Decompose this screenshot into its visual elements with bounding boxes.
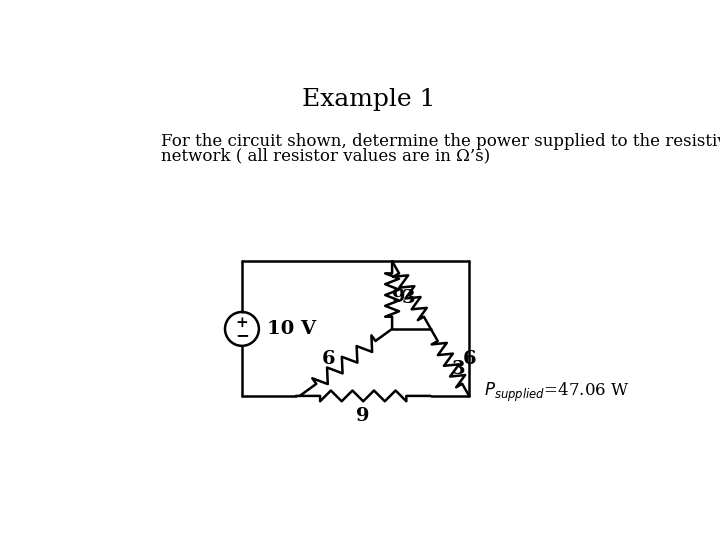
Text: 3: 3 [451,360,465,377]
Text: 6: 6 [322,350,335,368]
Text: 6: 6 [462,350,476,368]
Text: network ( all resistor values are in Ω’s): network ( all resistor values are in Ω’s… [161,147,490,164]
Text: Example 1: Example 1 [302,88,436,111]
Text: +: + [235,316,248,330]
Text: −: − [235,327,249,345]
Text: $P_{supplied}$=47.06 W: $P_{supplied}$=47.06 W [485,381,630,404]
Text: For the circuit shown, determine the power supplied to the resistive: For the circuit shown, determine the pow… [161,133,720,150]
Text: 9: 9 [356,408,369,426]
Text: 9: 9 [392,288,405,306]
Text: 10 V: 10 V [266,320,315,338]
Text: 3: 3 [401,289,415,307]
